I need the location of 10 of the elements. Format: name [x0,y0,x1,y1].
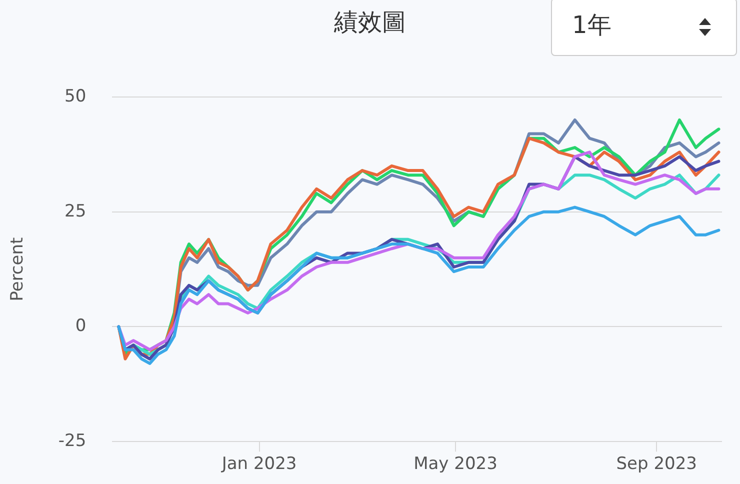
y-tick-label: 50 [64,86,86,106]
y-tick-label: -25 [58,431,86,452]
chart-title: 績效圖 [334,8,406,36]
x-tick-label: May 2023 [414,454,498,474]
period-dropdown: 1年 [551,0,737,56]
y-tick-label: 25 [64,201,86,222]
x-tick-label: Sep 2023 [616,454,697,474]
y-tick-label: 0 [75,316,86,336]
y-axis-title: Percent [8,236,28,302]
x-tick-label: Jan 2023 [220,454,297,474]
